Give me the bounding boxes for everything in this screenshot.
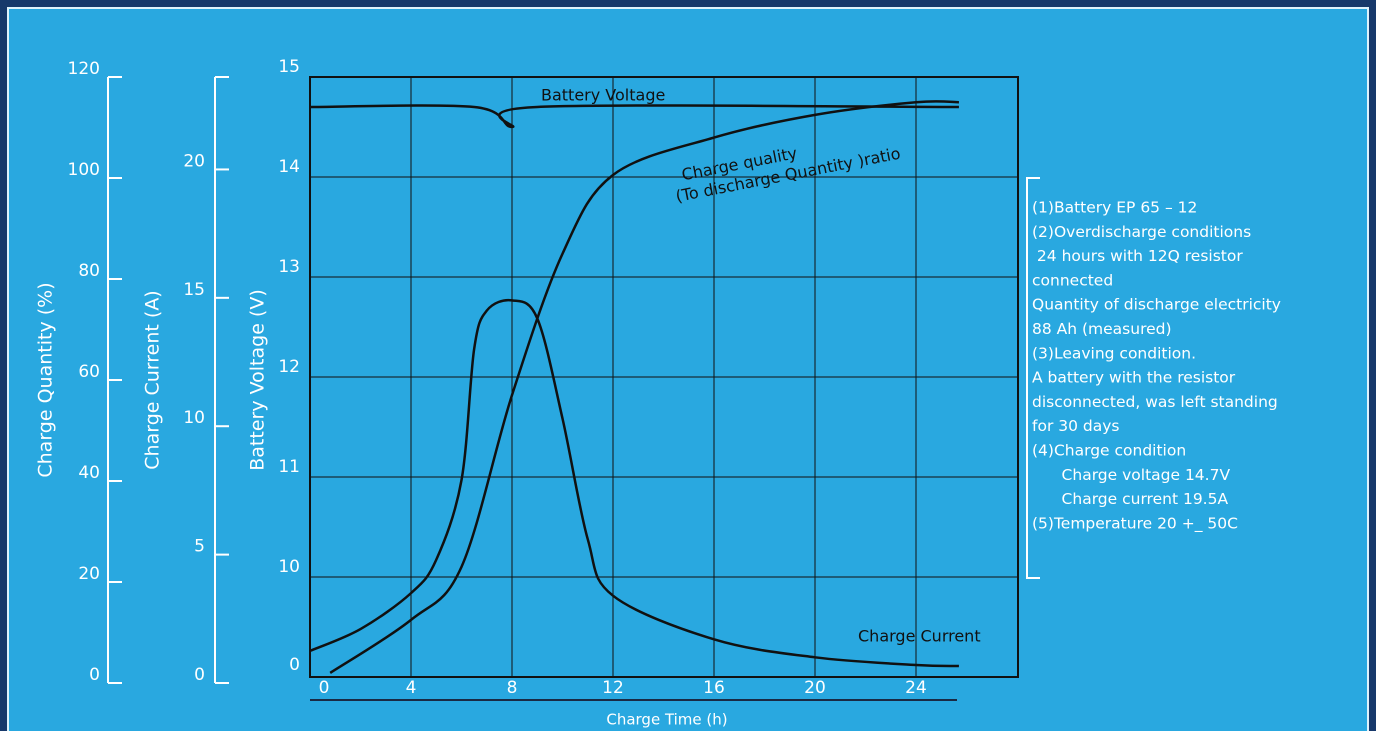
tick-label: 20	[183, 151, 205, 171]
series-label: Battery Voltage	[541, 86, 665, 105]
x-tick-label: 8	[507, 678, 518, 698]
y-axis-title: Battery Voltage (V)	[247, 289, 269, 471]
note-line: (4)Charge condition	[1032, 442, 1186, 460]
tick-label: 0	[89, 665, 100, 685]
note-line: for 30 days	[1032, 417, 1119, 435]
tick-label: 0	[194, 665, 205, 685]
note-line: disconnected, was left standing	[1032, 393, 1278, 411]
y-tick-label: 13	[278, 257, 300, 277]
data-line	[309, 104, 959, 129]
note-line: 24 hours with 12Q resistor	[1032, 247, 1243, 265]
x-axis-title: Charge Time (h)	[606, 711, 727, 729]
x-tick-label: 24	[905, 678, 927, 698]
tick-label: 60	[78, 362, 100, 382]
tick-label: 80	[78, 261, 100, 281]
x-tick-label: 12	[602, 678, 624, 698]
y-tick-label: 12	[278, 357, 300, 377]
tick-label: 10	[183, 408, 205, 428]
x-tick-label: 20	[804, 678, 826, 698]
y2-axis-title: Charge Current (A)	[142, 290, 164, 469]
panel	[7, 7, 1369, 731]
tick-label: 15	[183, 280, 205, 300]
note-line: 88 Ah (measured)	[1032, 320, 1172, 338]
note-line: (1)Battery EP 65 – 12	[1032, 199, 1197, 217]
note-line: connected	[1032, 271, 1113, 289]
tick-label: 100	[68, 160, 100, 180]
y-tick-label: 11	[278, 457, 300, 477]
data-line	[309, 298, 959, 668]
y3-axis-title: Charge Quantity (%)	[35, 282, 57, 477]
data-line	[329, 100, 959, 674]
note-line: Quantity of discharge electricity	[1032, 296, 1281, 314]
note-line: (5)Temperature 20 +_ 50C	[1032, 514, 1238, 533]
tick-label: 5	[194, 537, 205, 557]
note-line: Charge current 19.5A	[1032, 490, 1228, 508]
x-tick-label: 0	[319, 678, 330, 698]
y-tick-label: 10	[278, 557, 300, 577]
tick-label: 120	[68, 59, 100, 79]
y-break-label: 0	[289, 655, 300, 675]
note-line: A battery with the resistor	[1032, 369, 1236, 387]
note-line: (3)Leaving condition.	[1032, 344, 1196, 362]
notes-bracket	[1026, 177, 1040, 579]
x-tick-label: 4	[406, 678, 417, 698]
tick-label: 40	[78, 463, 100, 483]
x-tick-label: 16	[703, 678, 725, 698]
y-tick-label: 15	[278, 57, 300, 77]
y-tick-label: 14	[278, 157, 300, 177]
note-line: Charge voltage 14.7V	[1032, 466, 1230, 484]
series-label: Charge Current	[858, 627, 981, 646]
tick-label: 20	[78, 564, 100, 584]
note-line: (2)Overdischarge conditions	[1032, 223, 1251, 241]
